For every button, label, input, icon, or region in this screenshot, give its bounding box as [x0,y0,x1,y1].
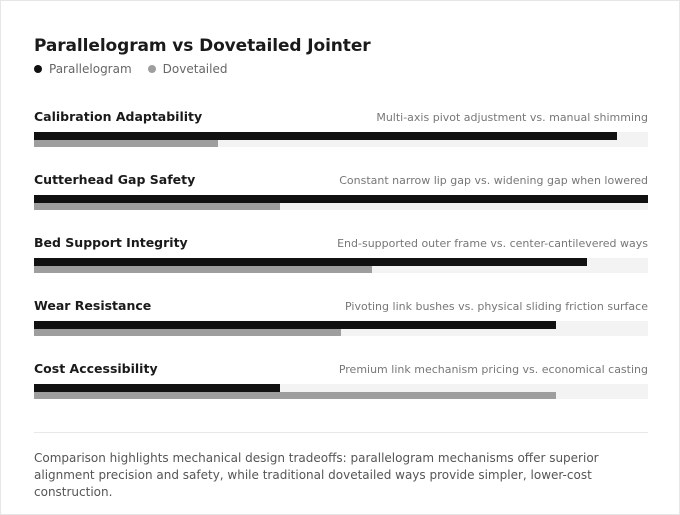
row-cost-accessibility: Cost Accessibility Premium link mechanis… [34,361,648,424]
category-note: Pivoting link bushes vs. physical slidin… [345,300,648,313]
category-label: Wear Resistance [34,298,152,313]
category-label: Bed Support Integrity [34,235,188,250]
legend-item-dovetailed: Dovetailed [147,62,228,76]
bar-track [34,132,648,147]
chart-title: Parallelogram vs Dovetailed Jointer [34,36,371,56]
bar-dovetailed [34,329,341,336]
bar-rows: Calibration Adaptability Multi-axis pivo… [34,109,648,424]
bar-dovetailed [34,140,219,147]
row-cutterhead-gap-safety: Cutterhead Gap Safety Constant narrow li… [34,172,648,235]
category-note: Premium link mechanism pricing vs. econo… [338,363,648,376]
category-note: Constant narrow lip gap vs. widening gap… [339,174,648,187]
bar-track [34,384,648,399]
row-wear-resistance: Wear Resistance Pivoting link bushes vs.… [34,298,648,361]
bar-parallelogram [34,132,618,140]
category-label: Calibration Adaptability [34,109,203,124]
category-note: End-supported outer frame vs. center-can… [337,237,648,250]
bar-dovetailed [34,266,372,273]
bar-dovetailed [34,392,556,399]
row-calibration-adaptability: Calibration Adaptability Multi-axis pivo… [34,109,648,172]
row-bed-support-integrity: Bed Support Integrity End-supported oute… [34,235,648,298]
category-label: Cutterhead Gap Safety [34,172,196,187]
divider [34,432,648,433]
bar-parallelogram [34,321,556,329]
bar-parallelogram [34,384,280,392]
legend-swatch-parallelogram [34,65,42,73]
legend-item-parallelogram: Parallelogram [34,62,132,76]
category-note: Multi-axis pivot adjustment vs. manual s… [376,111,648,124]
legend-swatch-dovetailed [147,65,156,73]
bar-dovetailed [34,203,280,210]
chart-caption: Comparison highlights mechanical design … [34,451,599,499]
bar-parallelogram [34,195,648,203]
legend-label-parallelogram: Parallelogram [49,62,132,76]
bar-track [34,195,648,210]
bar-track [34,321,648,336]
category-label: Cost Accessibility [34,361,158,376]
bar-parallelogram [34,258,587,266]
bar-track [34,258,648,273]
chart-legend: Parallelogram Dovetailed [34,62,227,76]
legend-label-dovetailed: Dovetailed [162,62,228,76]
